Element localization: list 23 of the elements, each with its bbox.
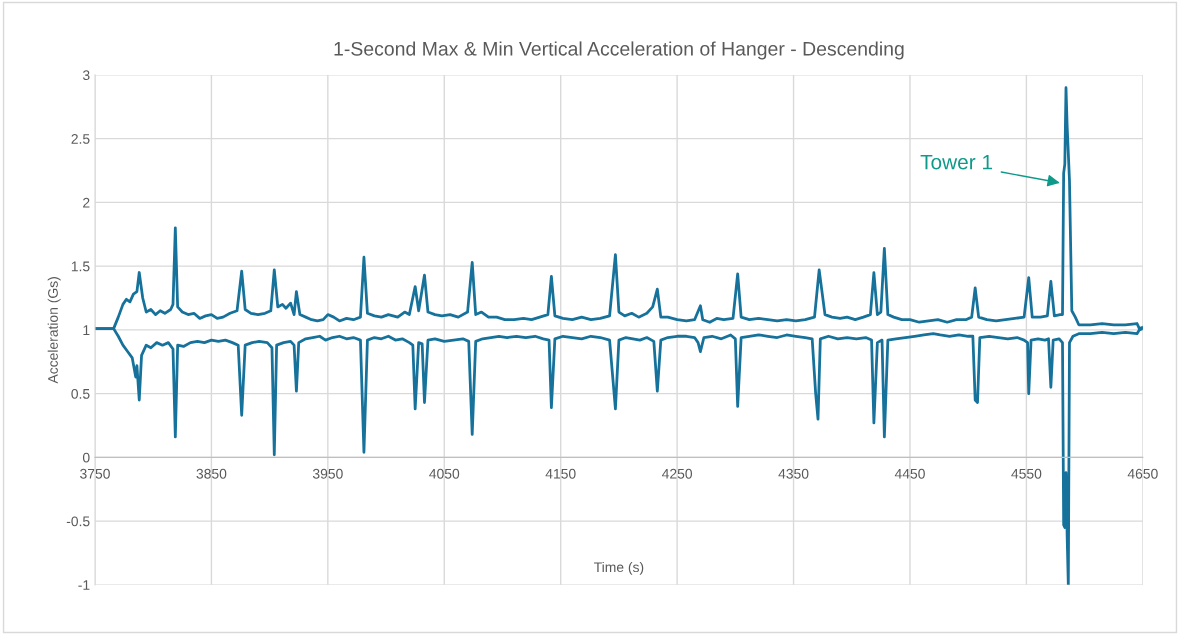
x-tick-label: 4650 <box>1127 468 1158 479</box>
x-axis-title: Time (s) <box>594 561 644 575</box>
y-tick-label: 3 <box>82 70 90 81</box>
y-tick-label: 1.5 <box>71 261 90 272</box>
chart-title: 1-Second Max & Min Vertical Acceleration of Hanger - Descending <box>334 41 904 60</box>
x-tick-label: 4250 <box>662 468 693 479</box>
y-tick-label: 1 <box>83 325 90 335</box>
annotation: Tower 1 <box>920 154 993 170</box>
x-tick-label: 4450 <box>894 468 925 479</box>
x-tick-label: 3950 <box>312 468 343 479</box>
y-tick-label: 0 <box>82 452 90 463</box>
x-tick-label: 3750 <box>80 468 110 479</box>
y-tick-label: -1 <box>78 580 90 590</box>
x-tick-label: 4150 <box>545 468 576 479</box>
y-tick-label: 2 <box>83 197 90 208</box>
y-tick-label: 0.5 <box>71 388 90 399</box>
x-tick-label: 4050 <box>429 468 460 479</box>
y-tick-label: -0.5 <box>66 516 90 527</box>
x-tick-label: 3850 <box>196 468 227 479</box>
x-tick-label: 4550 <box>1011 468 1042 479</box>
x-tick-label: 4350 <box>778 468 809 479</box>
y-axis-title: Acceleration (Gs) <box>47 277 61 384</box>
y-tick-label: 2.5 <box>71 134 90 144</box>
